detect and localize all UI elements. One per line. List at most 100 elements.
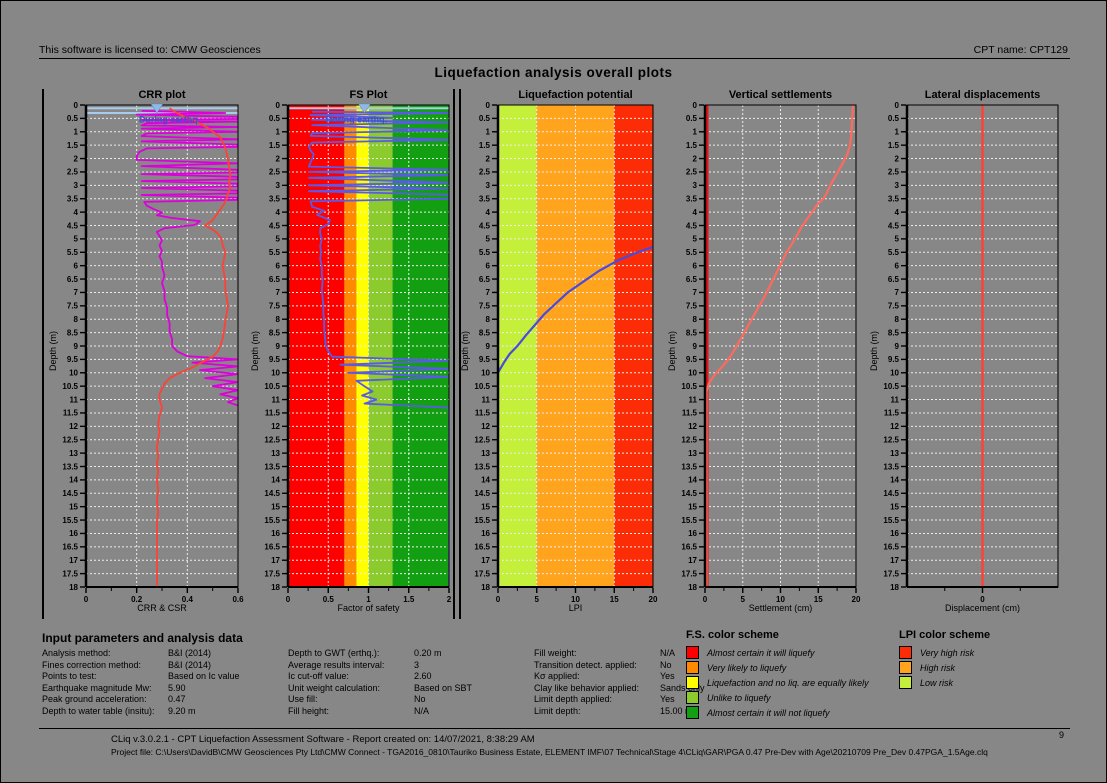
svg-text:17.5: 17.5 bbox=[681, 569, 697, 578]
svg-text:3: 3 bbox=[74, 181, 79, 190]
svg-text:10.5: 10.5 bbox=[264, 382, 280, 391]
parameter-value: 2.60 bbox=[414, 671, 432, 682]
parameter-value: N/A bbox=[660, 648, 676, 658]
license-text: This software is licensed to: CMW Geosci… bbox=[39, 44, 261, 56]
svg-text:0.5: 0.5 bbox=[323, 595, 335, 604]
parameter-value: Sands only bbox=[660, 682, 705, 693]
legend-heading: LPI color scheme bbox=[899, 629, 991, 641]
page-title: Liquefaction analysis overall plots bbox=[434, 65, 673, 80]
svg-text:14: 14 bbox=[271, 476, 280, 485]
svg-text:4: 4 bbox=[486, 208, 491, 217]
legend-item: Almost certain it will not liquefy bbox=[686, 705, 869, 720]
svg-text:1.5: 1.5 bbox=[269, 141, 281, 150]
parameter-label: Fill height: bbox=[288, 705, 330, 716]
svg-text:16: 16 bbox=[481, 529, 490, 538]
legend-label: Very high risk bbox=[920, 647, 975, 658]
svg-text:1: 1 bbox=[693, 128, 698, 137]
svg-text:5: 5 bbox=[741, 595, 746, 604]
svg-text:9.5: 9.5 bbox=[686, 355, 698, 364]
svg-text:11.5: 11.5 bbox=[682, 409, 698, 418]
parameter-value: 0.47 bbox=[168, 694, 186, 705]
svg-text:9: 9 bbox=[74, 342, 79, 351]
svg-text:9: 9 bbox=[693, 342, 698, 351]
svg-text:5: 5 bbox=[276, 235, 281, 244]
legend-item: Very likely to liquefy bbox=[686, 660, 869, 675]
parameter-row: Limit depth applied: Yes bbox=[534, 694, 705, 706]
legend-item: Unlike to liquefy bbox=[686, 690, 869, 705]
svg-text:15: 15 bbox=[610, 595, 619, 604]
svg-text:2.5: 2.5 bbox=[888, 168, 900, 177]
svg-text:1.5: 1.5 bbox=[403, 595, 415, 604]
parameter-value: N/A bbox=[414, 705, 430, 716]
parameter-label: Limit depth: bbox=[534, 705, 581, 716]
svg-text:4.5: 4.5 bbox=[269, 221, 281, 230]
svg-text:4.5: 4.5 bbox=[67, 221, 79, 230]
svg-text:10: 10 bbox=[890, 369, 899, 378]
svg-text:9: 9 bbox=[276, 342, 281, 351]
svg-text:20: 20 bbox=[852, 595, 861, 604]
chart-title: Lateral displacements bbox=[924, 89, 1041, 101]
svg-text:7.5: 7.5 bbox=[269, 302, 281, 311]
svg-text:11: 11 bbox=[482, 395, 491, 404]
svg-text:13.5: 13.5 bbox=[474, 462, 490, 471]
svg-text:2: 2 bbox=[895, 154, 900, 163]
svg-text:0: 0 bbox=[895, 101, 900, 110]
svg-text:1.5: 1.5 bbox=[67, 141, 79, 150]
svg-text:1: 1 bbox=[895, 128, 900, 137]
svg-text:6: 6 bbox=[74, 261, 79, 270]
svg-text:2: 2 bbox=[486, 154, 491, 163]
svg-text:0: 0 bbox=[74, 101, 79, 110]
chart-canvas: 00.511.522.533.544.555.566.577.588.599.5… bbox=[62, 101, 244, 604]
svg-text:16: 16 bbox=[271, 529, 280, 538]
svg-text:11: 11 bbox=[689, 395, 698, 404]
parameter-row: Fill weight: N/A bbox=[534, 648, 705, 660]
svg-text:8: 8 bbox=[895, 315, 900, 324]
parameter-label: Depth to GWT (erthq.): bbox=[288, 648, 380, 658]
legend-label: Very likely to liquefy bbox=[707, 662, 787, 673]
legend-heading: F.S. color scheme bbox=[686, 629, 779, 641]
svg-text:16.5: 16.5 bbox=[62, 543, 78, 552]
svg-text:8: 8 bbox=[74, 315, 79, 324]
svg-text:11.5: 11.5 bbox=[265, 409, 281, 418]
svg-text:12.5: 12.5 bbox=[264, 436, 280, 445]
chart-title: FS Plot bbox=[349, 89, 388, 101]
svg-text:17.5: 17.5 bbox=[474, 569, 490, 578]
svg-text:13: 13 bbox=[481, 449, 490, 458]
svg-text:10.5: 10.5 bbox=[883, 382, 899, 391]
parameter-row: Clay like behavior applied: Sands only bbox=[534, 683, 705, 695]
svg-text:10: 10 bbox=[571, 595, 580, 604]
footer-project-file: Project file: C:\Users\DavidB\CMW Geosci… bbox=[111, 747, 988, 757]
svg-text:15.5: 15.5 bbox=[883, 516, 899, 525]
svg-text:15: 15 bbox=[890, 502, 899, 511]
parameter-label: Fill weight: bbox=[534, 648, 577, 658]
svg-text:18: 18 bbox=[890, 583, 899, 592]
parameter-value: Yes bbox=[660, 671, 675, 682]
svg-text:8.5: 8.5 bbox=[67, 328, 79, 337]
input-parameters-heading: Input parameters and analysis data bbox=[42, 631, 243, 645]
svg-text:9: 9 bbox=[486, 342, 491, 351]
parameter-row: Ic cut-off value: 2.60 bbox=[288, 671, 472, 683]
parameter-value: 3 bbox=[414, 659, 420, 670]
svg-text:4: 4 bbox=[74, 208, 79, 217]
svg-text:15: 15 bbox=[814, 595, 823, 604]
svg-text:During earthq.: During earthq. bbox=[139, 115, 201, 125]
parameter-value: B&I (2014) bbox=[168, 659, 212, 670]
parameter-row: Analysis method: B&I (2014) bbox=[42, 648, 240, 660]
svg-text:8: 8 bbox=[276, 315, 281, 324]
section-divider-left bbox=[42, 89, 44, 619]
svg-text:1: 1 bbox=[486, 128, 491, 137]
svg-text:10: 10 bbox=[69, 369, 78, 378]
svg-text:18: 18 bbox=[688, 583, 697, 592]
svg-text:5.5: 5.5 bbox=[888, 248, 900, 257]
legend-item: High risk bbox=[899, 660, 990, 675]
svg-text:14.5: 14.5 bbox=[264, 489, 280, 498]
svg-text:10.5: 10.5 bbox=[62, 382, 78, 391]
parameter-row: Use fill: No bbox=[288, 694, 472, 706]
legend-label: Liquefaction and no liq. are equally lik… bbox=[707, 677, 869, 688]
legend-swatch-icon bbox=[686, 706, 699, 719]
chart-canvas: 00.511.522.533.544.555.566.577.588.599.5… bbox=[264, 101, 451, 604]
chart-canvas: 00.511.522.533.544.555.566.577.588.599.5… bbox=[883, 101, 1059, 604]
svg-text:0: 0 bbox=[703, 595, 708, 604]
parameter-label: Depth to water table (insitu): bbox=[42, 705, 155, 716]
